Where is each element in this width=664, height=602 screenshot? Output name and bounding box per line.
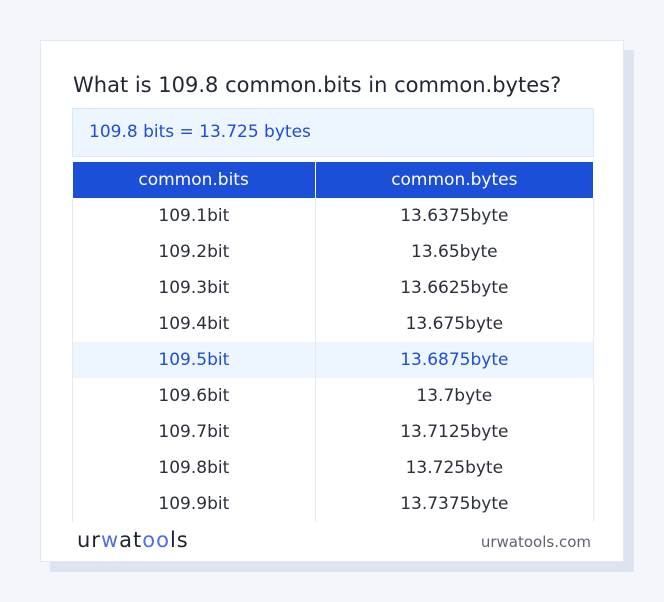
table-row: 109.7bit 13.7125byte	[72, 414, 595, 450]
bytes-cell: 13.65byte	[314, 234, 595, 270]
bytes-cell: 13.7125byte	[314, 414, 595, 450]
table-row: 109.9bit 13.7375byte	[72, 486, 595, 522]
bytes-cell: 13.6375byte	[314, 198, 595, 234]
converter-card: What is 109.8 common.bits in common.byte…	[40, 40, 624, 562]
bytes-cell: 13.7byte	[314, 378, 595, 414]
bytes-cell: 13.6625byte	[314, 270, 595, 306]
bytes-cell: 13.675byte	[314, 306, 595, 342]
bits-cell: 109.4bit	[72, 306, 316, 342]
table-row: 109.4bit 13.675byte	[72, 306, 595, 342]
bytes-cell: 13.7375byte	[314, 486, 595, 522]
urwatools-logo: urwatools	[77, 528, 189, 552]
bits-cell: 109.7bit	[72, 414, 316, 450]
bytes-cell: 13.6875byte	[314, 342, 595, 378]
bits-cell: 109.8bit	[72, 450, 316, 486]
table-row: 109.8bit 13.725byte	[72, 450, 595, 486]
table-row: 109.3bit 13.6625byte	[72, 270, 595, 306]
bits-cell: 109.1bit	[72, 198, 316, 234]
header-bits: common.bits	[72, 162, 316, 198]
bits-cell: 109.6bit	[72, 378, 316, 414]
site-link[interactable]: urwatools.com	[480, 533, 591, 551]
table-row: 109.6bit 13.7byte	[72, 378, 595, 414]
bits-cell: 109.5bit	[72, 342, 316, 378]
bytes-cell: 13.725byte	[314, 450, 595, 486]
conversion-table: common.bits common.bytes 109.1bit 13.6375…	[72, 162, 595, 522]
bits-cell: 109.9bit	[72, 486, 316, 522]
bits-cell: 109.3bit	[72, 270, 316, 306]
result-box: 109.8 bits = 13.725 bytes	[72, 108, 594, 157]
header-bytes: common.bytes	[315, 162, 595, 198]
table-row: 109.1bit 13.6375byte	[72, 198, 595, 234]
table-row: 109.5bit 13.6875byte	[72, 342, 595, 378]
bits-cell: 109.2bit	[72, 234, 316, 270]
table-row: 109.2bit 13.65byte	[72, 234, 595, 270]
page-title: What is 109.8 common.bits in common.byte…	[73, 73, 562, 97]
